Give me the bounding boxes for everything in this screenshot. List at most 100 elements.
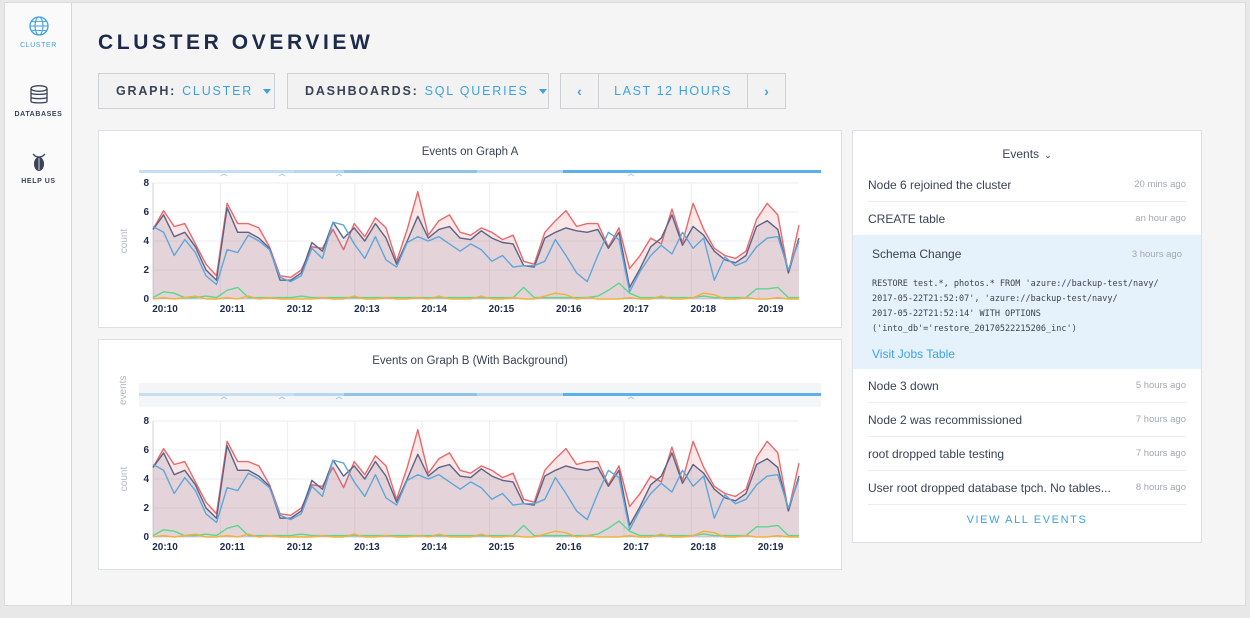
event-item[interactable]: CREATE table an hour ago [868,202,1186,236]
page-title: CLUSTER OVERVIEW [98,31,374,54]
y-tick-label: 2 [143,265,149,276]
caret-down-icon [538,88,547,94]
event-title: Node 3 down [868,378,939,393]
context-segment [294,393,344,396]
caret-down-icon [263,88,272,94]
view-all-events-link[interactable]: VIEW ALL EVENTS [966,514,1088,526]
y-tick-label: 2 [143,503,149,514]
context-segment [563,393,821,396]
x-tick-label: 20:17 [623,304,649,315]
visit-jobs-table-link[interactable]: Visit Jobs Table [872,347,955,361]
events-header-label: Events [1002,147,1040,161]
context-marker [335,396,343,400]
series-line-red [152,191,800,278]
event-item[interactable]: User root dropped database tpch. No tabl… [868,471,1186,505]
y-tick-label: 8 [143,178,149,189]
sidebar-item-label: DATABASES [14,111,63,118]
x-tick-label: 20:13 [354,304,380,315]
graph-panel-a: Events on Graph A 0 2 4 6 8 count 20:10 20:11 20… [98,130,842,328]
y-tick-label: 6 [143,445,149,456]
x-tick-label: 20:18 [691,542,717,553]
series-area-dark [153,445,799,537]
graph-title: Events on Graph A [421,146,519,158]
time-range-nav: ‹ LAST 12 HOURS › [560,73,786,109]
event-title: Node 6 rejoined the cluster [868,177,1012,192]
event-title: Schema Change [872,247,962,261]
y-tick-label: 4 [143,236,149,247]
event-title: User root dropped database tpch. No tabl… [868,480,1111,495]
context-marker [278,396,286,400]
chart-graph-b: events 0 2 4 6 8 count 20:10 20:11 20:12 20:13 20:1… [118,376,821,553]
context-marker [220,173,228,177]
events-header[interactable]: Events ⌄ [853,147,1201,161]
graph-dropdown-label: GRAPH: [116,84,177,98]
event-time: an hour ago [1135,213,1186,224]
y-axis-label: count [119,467,130,492]
x-tick-label: 20:10 [152,542,178,553]
graph-title: Events on Graph B (With Background) [372,355,568,367]
event-time: 5 hours ago [1135,380,1186,391]
series-line-orange [152,530,799,538]
event-time: 20 mins ago [1134,179,1186,190]
dashboards-dropdown-value: SQL QUERIES [424,84,529,98]
event-item[interactable]: Node 3 down 5 hours ago [868,369,1186,403]
context-segment [477,170,563,173]
x-tick-label: 20:19 [758,304,784,315]
event-time: 7 hours ago [1135,414,1186,425]
event-item-expanded[interactable]: Schema Change 3 hours ago RESTORE test.*… [853,235,1201,369]
series-line-orange [152,292,799,300]
series-area-dark [153,207,799,299]
x-tick-label: 20:18 [691,304,717,315]
series-line-blue [152,459,800,531]
main-content: CLUSTER OVERVIEW GRAPH: CLUSTER DASHBOAR… [72,3,1245,605]
event-detail: RESTORE test.*, photos.* FROM 'azure://b… [872,279,1159,334]
context-marker [627,173,635,177]
sidebar-item-help-us[interactable]: HELP US [5,151,72,185]
series-line-blue [152,221,800,293]
context-segment [294,170,344,173]
chevron-down-icon: ⌄ [1044,150,1052,160]
event-item[interactable]: Node 6 rejoined the cluster 20 mins ago [868,168,1186,202]
sidebar-item-label: CLUSTER [20,42,57,49]
event-item[interactable]: root dropped table testing 7 hours ago [868,437,1186,471]
context-marker [220,396,228,400]
context-marker [627,396,635,400]
events-panel: Events ⌄ Node 6 rejoined the cluster 20 m… [852,130,1202,543]
context-segment [344,393,477,396]
event-title: Node 2 was recommissioned [868,412,1023,427]
x-tick-label: 20:11 [220,304,245,315]
x-tick-label: 20:12 [287,304,313,315]
context-marker [278,173,286,177]
event-item[interactable]: Node 2 was recommissioned 7 hours ago [868,403,1186,437]
graph-panel-b: Events on Graph B (With Background) even… [98,339,842,570]
y-tick-label: 0 [143,532,149,543]
sidebar-item-databases[interactable]: DATABASES [5,84,72,118]
graph-dropdown-value: CLUSTER [182,84,254,98]
series-line-dark [152,207,800,289]
x-tick-label: 20:11 [220,542,245,553]
next-time-button[interactable]: › [747,74,785,108]
series-line-red [152,429,800,516]
event-time: 3 hours ago [1131,249,1182,260]
globe-icon [28,16,49,36]
graph-dropdown[interactable]: GRAPH: CLUSTER [98,73,275,109]
x-tick-label: 20:16 [556,304,582,315]
sidebar-item-label: HELP US [21,178,56,185]
event-title: CREATE table [868,211,946,226]
series-line-dark [152,445,800,527]
context-segment [477,393,563,396]
sidebar: CLUSTER DATABASES HELP US [5,3,72,605]
chart-graph-a: 0 2 4 6 8 count 20:10 20:11 20:12 20:13 20:14 20:15… [119,170,821,315]
y-tick-label: 4 [143,474,149,485]
context-axis-label: events [118,376,129,405]
dashboards-dropdown[interactable]: DASHBOARDS: SQL QUERIES [287,73,549,109]
time-range-selector[interactable]: LAST 12 HOURS [614,84,732,98]
x-tick-label: 20:15 [489,304,515,315]
x-tick-label: 20:14 [421,304,447,315]
x-tick-label: 20:10 [152,304,178,315]
event-title: root dropped table testing [868,446,1005,461]
sidebar-item-cluster[interactable]: CLUSTER [5,15,72,49]
dashboards-dropdown-label: DASHBOARDS: [305,84,419,98]
y-axis-label: count [119,229,130,254]
previous-time-button[interactable]: ‹ [561,74,599,108]
